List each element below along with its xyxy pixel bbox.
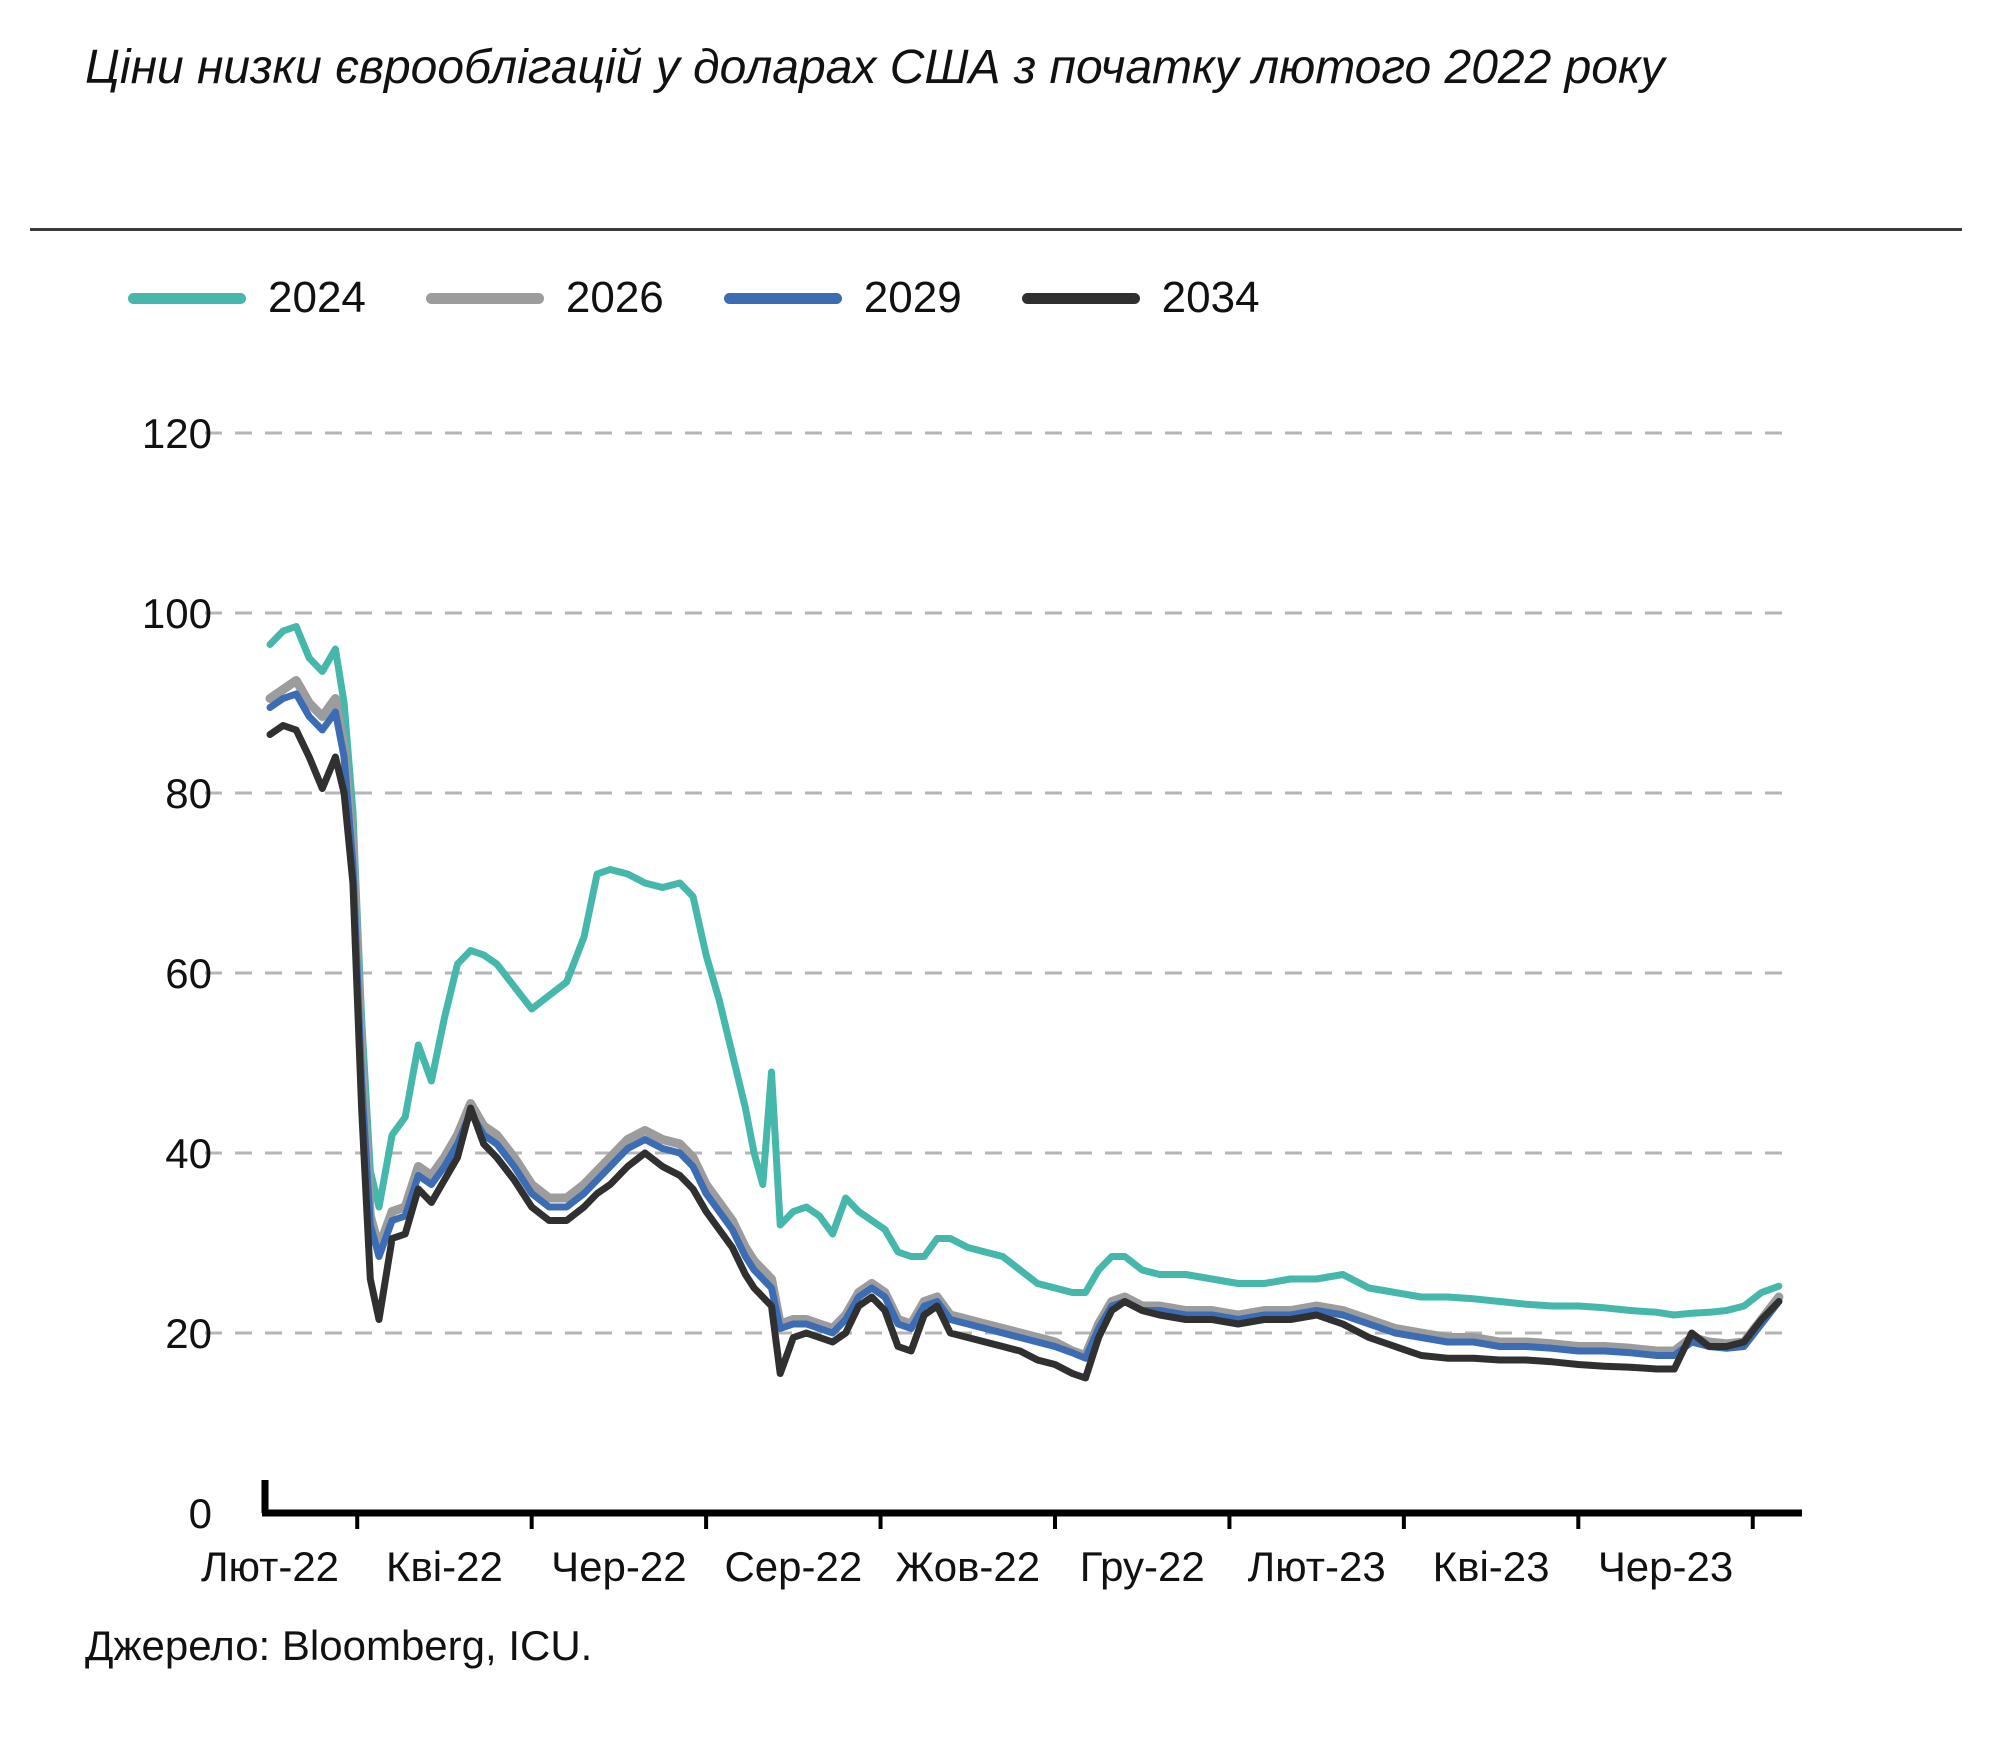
x-tick-label: Кві-22 (386, 1543, 503, 1590)
legend-swatch-2034 (1021, 292, 1140, 304)
legend-item-2029: 2029 (723, 273, 962, 322)
y-tick-label: 100 (142, 590, 212, 637)
legend-item-2026: 2026 (425, 273, 664, 322)
legend-swatch-2026 (425, 292, 544, 304)
series-line-2026 (265, 676, 1784, 1360)
y-tick-label: 120 (142, 410, 212, 457)
x-tick-label: Чер-22 (551, 1543, 686, 1590)
x-tick-label: Жов-22 (895, 1543, 1040, 1590)
chart-title: Ціни низки єврооблігацій у доларах США з… (85, 41, 1665, 94)
legend-item-2034: 2034 (1021, 273, 1260, 322)
legend-item-2024: 2024 (128, 276, 366, 320)
chart-legend: 2024 2026 2029 2034 (128, 276, 1320, 320)
y-tick-label: 20 (165, 1310, 212, 1357)
legend-label-2026: 2026 (565, 273, 664, 322)
x-tick-label: Лют-22 (201, 1543, 339, 1590)
x-tick-label: Чер-23 (1598, 1543, 1733, 1590)
legend-label-2029: 2029 (863, 273, 962, 322)
y-tick-label: 80 (165, 770, 212, 817)
source-note: Джерело: Bloomberg, ICU. (85, 1622, 593, 1669)
legend-swatch-2029 (723, 292, 842, 304)
x-tick-label: Сер-22 (724, 1543, 862, 1590)
legend-swatch-2024 (128, 292, 246, 304)
series-line-2029 (266, 690, 1783, 1362)
series-line-2024 (266, 623, 1783, 1319)
series-line-2034 (266, 722, 1783, 1382)
y-tick-label: 40 (165, 1130, 212, 1177)
y-tick-label: 60 (165, 950, 212, 997)
x-tick-label: Кві-23 (1433, 1543, 1550, 1590)
legend-label-2024: 2024 (268, 273, 366, 322)
legend-label-2034: 2034 (1161, 273, 1260, 322)
x-tick-label: Лют-23 (1248, 1543, 1386, 1590)
y-tick-label: 0 (189, 1490, 212, 1537)
x-tick-label: Гру-22 (1080, 1543, 1205, 1590)
title-divider (30, 228, 1962, 231)
